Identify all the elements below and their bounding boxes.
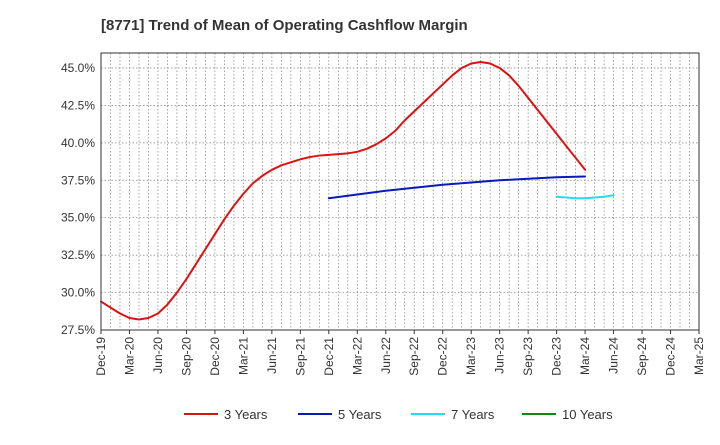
legend-label: 7 Years — [451, 407, 495, 422]
x-tick-label: Jun-21 — [265, 337, 279, 374]
plot-frame — [100, 52, 700, 331]
x-tick-label: Mar-23 — [464, 337, 478, 375]
x-tick-label: Sep-20 — [179, 337, 193, 376]
x-tick-label: Dec-21 — [322, 337, 336, 376]
x-tick-label: Mar-20 — [122, 337, 136, 375]
legend-label: 3 Years — [224, 407, 268, 422]
y-tick-label: 40.0% — [61, 136, 95, 150]
x-tick-label: Mar-21 — [236, 337, 250, 375]
y-tick-label: 42.5% — [61, 98, 95, 112]
legend-label: 5 Years — [338, 407, 382, 422]
y-tick-label: 32.5% — [61, 248, 95, 262]
y-axis-ticks: 27.5% 30.0% 32.5% 35.0% 37.5% 40.0% 42.5% 45.0% — [61, 61, 95, 337]
y-tick-label: 30.0% — [61, 286, 95, 300]
x-tick-label: Jun-20 — [151, 337, 165, 374]
series-line-7-years — [555, 194, 615, 200]
x-tick-label: Dec-23 — [550, 337, 564, 376]
chart-title: [8771] Trend of Mean of Operating Cashfl… — [101, 17, 468, 34]
y-tick-label: 35.0% — [61, 211, 95, 225]
series-line-5-years — [327, 175, 587, 200]
x-tick-label: Mar-22 — [350, 337, 364, 375]
x-tick-label: Dec-24 — [664, 337, 678, 376]
series-line-3-years — [100, 60, 587, 321]
x-tick-label: Sep-24 — [635, 337, 649, 376]
legend: 3 Years 5 Years 7 Years 10 Years — [184, 407, 613, 422]
x-tick-label: Jun-22 — [379, 337, 393, 374]
grid-lines — [101, 53, 699, 331]
x-tick-label: Dec-22 — [436, 337, 450, 376]
x-tick-label: Mar-24 — [578, 337, 592, 375]
x-tick-label: Sep-22 — [407, 337, 421, 376]
x-tick-label: Mar-25 — [692, 337, 706, 375]
x-tick-label: Dec-19 — [94, 337, 108, 376]
x-tick-label: Dec-20 — [208, 337, 222, 376]
x-tick-label: Jun-24 — [607, 337, 621, 374]
x-axis-ticks: Dec-19 Mar-20 Jun-20 Sep-20 Dec-20 Mar-21 Jun-… — [94, 330, 706, 376]
y-tick-label: 27.5% — [61, 323, 95, 337]
x-tick-label: Sep-23 — [521, 337, 535, 376]
legend-label: 10 Years — [562, 407, 613, 422]
x-tick-label: Jun-23 — [493, 337, 507, 374]
y-tick-label: 45.0% — [61, 61, 95, 75]
series-lines — [100, 60, 615, 321]
x-tick-label: Sep-21 — [293, 337, 307, 376]
y-tick-label: 37.5% — [61, 173, 95, 187]
